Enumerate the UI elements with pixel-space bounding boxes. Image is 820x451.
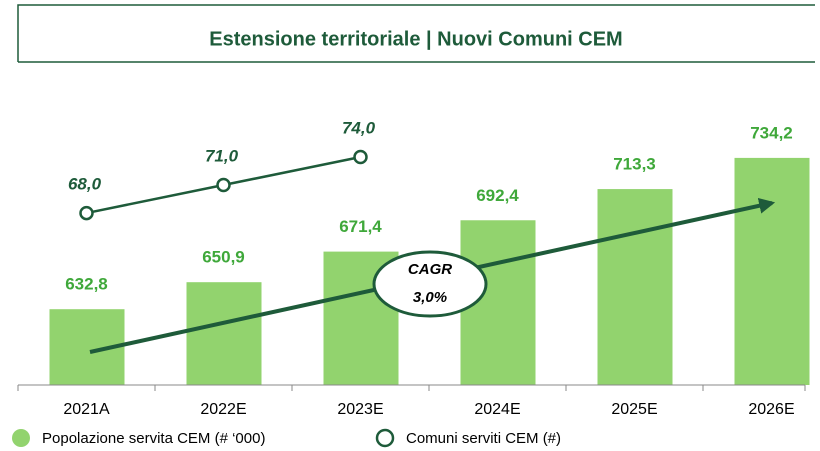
bar-value-label: 650,9 xyxy=(202,248,245,267)
legend-swatch xyxy=(12,429,30,447)
x-tick-label: 2023E xyxy=(337,401,383,418)
legend-swatch xyxy=(375,428,395,448)
line-marker xyxy=(216,177,231,193)
x-tick-label: 2022E xyxy=(200,401,246,418)
line-marker xyxy=(353,149,368,165)
cagr-title: CAGR xyxy=(408,261,452,278)
bar xyxy=(186,282,262,385)
line-value-label: 71,0 xyxy=(205,147,239,166)
x-tick-label: 2024E xyxy=(474,401,520,418)
cagr-badge xyxy=(372,250,488,318)
bar-value-label: 692,4 xyxy=(476,186,519,205)
x-tick-label: 2026E xyxy=(748,401,794,418)
bar xyxy=(597,189,673,385)
chart-title: Estensione territoriale | Nuovi Comuni C… xyxy=(209,28,622,50)
bar-value-label: 632,8 xyxy=(65,275,108,294)
line-value-label: 74,0 xyxy=(342,118,376,137)
bar xyxy=(734,157,810,385)
legend-label: Popolazione servita CEM (# ‘000) xyxy=(42,430,265,447)
bar-value-label: 713,3 xyxy=(613,155,656,174)
cagr-value: 3,0% xyxy=(413,289,447,306)
legend-label: Comuni serviti CEM (#) xyxy=(406,430,561,447)
line-marker xyxy=(79,205,94,221)
title-frame xyxy=(17,4,815,62)
x-tick-label: 2021A xyxy=(63,401,110,418)
bar-value-label: 671,4 xyxy=(339,217,382,236)
bar-value-label: 734,2 xyxy=(750,123,793,142)
line-value-label: 68,0 xyxy=(68,175,102,194)
x-tick-label: 2025E xyxy=(611,401,657,418)
